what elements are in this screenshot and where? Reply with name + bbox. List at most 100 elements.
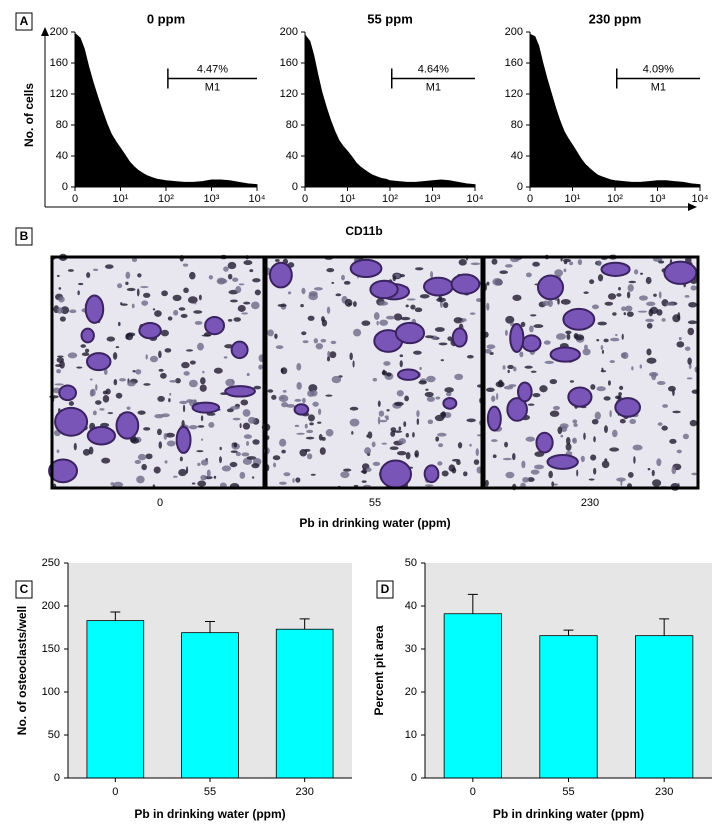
texture (217, 278, 228, 284)
y-tick-label: 160 (50, 57, 68, 69)
texture (343, 468, 352, 472)
texture (549, 378, 558, 385)
texture (160, 372, 167, 379)
texture (549, 410, 560, 417)
chart-title: 0 ppm (147, 11, 185, 26)
texture (560, 299, 571, 305)
texture (399, 274, 405, 278)
y-tick-label: 0 (517, 181, 523, 193)
texture (137, 273, 142, 278)
y-tick-label: 80 (511, 119, 523, 131)
texture (194, 302, 197, 305)
texture (393, 313, 403, 321)
texture (271, 394, 277, 400)
osteoclast (268, 261, 293, 289)
texture (186, 399, 193, 403)
texture (251, 463, 260, 469)
texture (115, 346, 120, 349)
texture (376, 320, 379, 326)
y-tick-label: 200 (50, 26, 68, 38)
texture (275, 345, 284, 350)
texture (438, 342, 448, 346)
texture (246, 372, 250, 377)
x-tick-label: 10¹ (113, 193, 129, 205)
texture (172, 294, 182, 302)
texture (621, 333, 624, 340)
texture (157, 395, 165, 402)
texture (182, 404, 186, 413)
texture (604, 458, 608, 462)
panel-box (15, 12, 33, 31)
texture (56, 369, 61, 374)
texture (505, 315, 515, 324)
osteoclast (224, 385, 256, 398)
texture (127, 381, 136, 387)
texture (594, 411, 601, 420)
osteoclast (293, 403, 310, 416)
texture (93, 268, 99, 272)
texture (593, 467, 597, 475)
panel-box (376, 580, 394, 599)
texture (530, 370, 537, 373)
texture (201, 334, 211, 337)
texture (200, 474, 207, 481)
texture (627, 284, 634, 292)
texture (202, 370, 205, 374)
x-tick-label: 55 (204, 786, 216, 798)
texture (424, 391, 434, 397)
texture (295, 477, 301, 483)
texture (415, 267, 424, 271)
texture (200, 415, 204, 422)
texture (676, 449, 682, 454)
texture (504, 264, 513, 268)
texture (253, 385, 262, 390)
frame (50, 255, 266, 490)
texture (565, 443, 572, 451)
texture (656, 458, 662, 467)
texture (326, 306, 331, 314)
texture (609, 410, 612, 418)
texture (686, 377, 693, 380)
texture (242, 409, 251, 417)
error-bar (467, 593, 478, 614)
texture (527, 403, 535, 406)
osteoclast (546, 453, 579, 470)
texture (235, 451, 241, 457)
texture (503, 385, 514, 390)
gate-name: M1 (651, 81, 666, 93)
texture (312, 401, 319, 407)
texture (141, 300, 149, 306)
texture (565, 330, 572, 335)
texture (651, 469, 655, 477)
texture (353, 328, 362, 337)
texture (84, 348, 90, 353)
texture (353, 301, 357, 307)
y-tick-label: 160 (280, 57, 298, 69)
texture (530, 469, 540, 475)
texture (283, 472, 291, 477)
osteoclast (423, 276, 454, 297)
texture (296, 363, 302, 371)
texture (371, 441, 376, 448)
texture (308, 290, 318, 297)
y-tick-label: 150 (42, 643, 60, 655)
texture (243, 301, 251, 305)
error-bar (205, 620, 215, 633)
texture (364, 447, 372, 455)
texture (279, 481, 287, 485)
texture (661, 425, 668, 431)
texture (486, 344, 496, 350)
texture (307, 315, 315, 321)
texture (658, 260, 665, 264)
x-axis-label: CD11b (345, 224, 382, 238)
texture (367, 431, 373, 439)
texture (89, 378, 93, 381)
texture (557, 426, 563, 435)
texture (582, 348, 591, 356)
texture (532, 261, 540, 267)
texture (219, 456, 222, 464)
texture (81, 352, 90, 357)
texture (597, 260, 602, 267)
texture (539, 385, 548, 393)
texture (470, 262, 481, 266)
